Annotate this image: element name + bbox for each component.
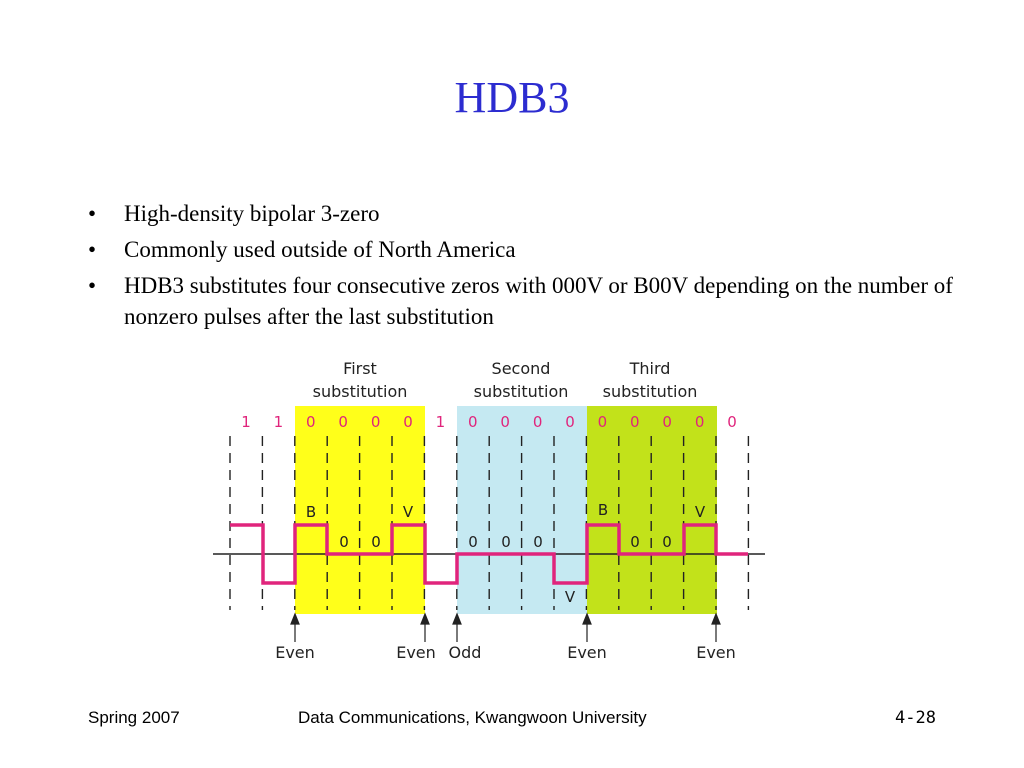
parity-label: Even: [275, 643, 315, 662]
bullet-list: High-density bipolar 3-zero Commonly use…: [86, 198, 966, 337]
zero-level-label: 0: [339, 533, 349, 551]
region-label: substitution: [603, 382, 698, 401]
parity-label: Odd: [449, 643, 482, 662]
zero-level-label: 0: [468, 533, 478, 551]
bullet-item: High-density bipolar 3-zero: [86, 198, 966, 229]
region-label: substitution: [474, 382, 569, 401]
bit-label: 0: [533, 413, 543, 431]
region-label: Third: [629, 359, 671, 378]
pulse-label-b: B: [598, 501, 608, 519]
bit-label: 0: [403, 413, 413, 431]
footer-date: Spring 2007: [88, 708, 180, 727]
bit-label: 0: [371, 413, 381, 431]
bit-label: 1: [436, 413, 446, 431]
bit-label: 0: [727, 413, 737, 431]
hdb3-signal: [230, 523, 748, 585]
bullet-item: HDB3 substitutes four consecutive zeros …: [86, 270, 966, 332]
bit-label: 0: [598, 413, 608, 431]
zero-level-label: 0: [501, 533, 511, 551]
parity-label: Even: [696, 643, 736, 662]
bit-labels: 1 1 0 0 0 0 1 0 0 0 0 0 0 0 0 0: [241, 413, 737, 431]
bit-label: 0: [338, 413, 348, 431]
zero-level-label: 0: [662, 533, 672, 551]
pulse-label-v: V: [565, 588, 576, 606]
bullet-item: Commonly used outside of North America: [86, 234, 966, 265]
bit-label: 0: [695, 413, 705, 431]
zero-level-label: 0: [371, 533, 381, 551]
third-substitution-region: [587, 406, 717, 614]
bit-label: 0: [565, 413, 575, 431]
region-label: First: [343, 359, 377, 378]
hdb3-diagram: First substitution Second substitution T…: [213, 359, 765, 662]
parity-arrows: [290, 612, 721, 642]
bit-label: 0: [662, 413, 672, 431]
region-label: substitution: [313, 382, 408, 401]
parity-label: Even: [567, 643, 607, 662]
bit-label: 0: [630, 413, 640, 431]
parity-label: Even: [396, 643, 436, 662]
pulse-label-v: V: [695, 503, 706, 521]
bit-label: 1: [241, 413, 251, 431]
footer-page-number: 4-28: [895, 708, 936, 728]
bit-label: 1: [274, 413, 284, 431]
pulse-label-b: B: [306, 503, 316, 521]
zero-level-label: 0: [630, 533, 640, 551]
pulse-label-v: V: [403, 503, 414, 521]
bit-label: 0: [306, 413, 316, 431]
bit-label: 0: [500, 413, 510, 431]
zero-level-label: 0: [533, 533, 543, 551]
bit-label: 0: [468, 413, 478, 431]
footer-course: Data Communications, Kwangwoon Universit…: [298, 708, 647, 727]
region-label: Second: [492, 359, 551, 378]
slide-title: HDB3: [454, 73, 570, 122]
